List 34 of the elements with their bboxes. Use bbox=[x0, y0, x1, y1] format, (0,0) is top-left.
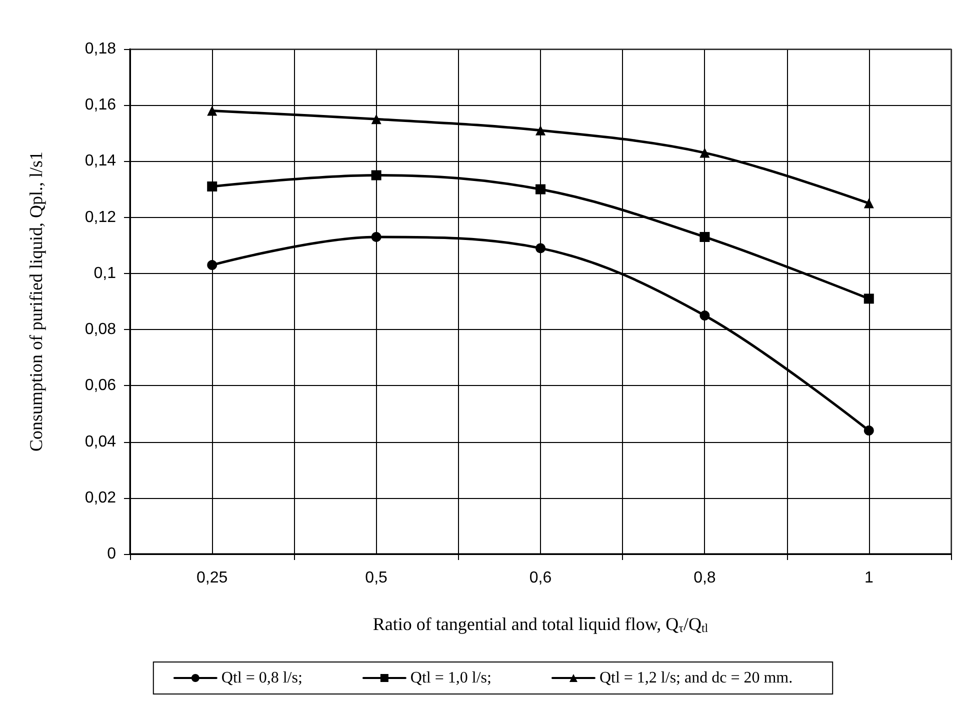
point bbox=[207, 260, 218, 270]
point bbox=[207, 181, 218, 192]
point bbox=[536, 125, 546, 136]
legend-label: Qtl = 1,2 l/s; and dc = 20 mm. bbox=[599, 670, 793, 686]
y-tick-label: 0,08 bbox=[84, 321, 116, 338]
y-tick-label: 0,06 bbox=[84, 377, 116, 394]
x-tick-label: 0,5 bbox=[365, 570, 388, 586]
point bbox=[371, 170, 382, 180]
y-tick-label: 0,14 bbox=[84, 152, 116, 170]
point bbox=[536, 243, 546, 254]
y-tick-label: 0,18 bbox=[84, 40, 116, 58]
point bbox=[700, 232, 710, 242]
x-tick-label: 0,8 bbox=[694, 570, 716, 586]
point bbox=[207, 106, 218, 116]
point bbox=[371, 114, 382, 124]
point bbox=[371, 232, 382, 242]
x-tick-label: 1 bbox=[864, 570, 874, 586]
point bbox=[864, 426, 874, 436]
y-tick-label: 0,04 bbox=[84, 433, 116, 450]
point bbox=[864, 294, 874, 304]
y-tick-label: 0,1 bbox=[94, 264, 116, 282]
x-tick-label: 0,25 bbox=[196, 570, 228, 586]
y-tick-label: 0,16 bbox=[84, 96, 116, 114]
y-tick-label: 0,12 bbox=[84, 208, 116, 226]
point bbox=[864, 198, 874, 208]
y-tick-label: 0 bbox=[107, 546, 116, 562]
y-tick-label: 0,02 bbox=[84, 489, 116, 506]
point bbox=[536, 184, 546, 194]
point bbox=[700, 310, 710, 321]
y-axis-title: Consumption of purified liquid, Qpl., l/s1 bbox=[26, 152, 46, 452]
legend-label: Qtl = 0,8 l/s; bbox=[221, 670, 302, 686]
x-tick-label: 0,6 bbox=[529, 570, 552, 586]
legend-label: Qtl = 1,0 l/s; bbox=[410, 670, 492, 686]
point bbox=[700, 148, 710, 158]
